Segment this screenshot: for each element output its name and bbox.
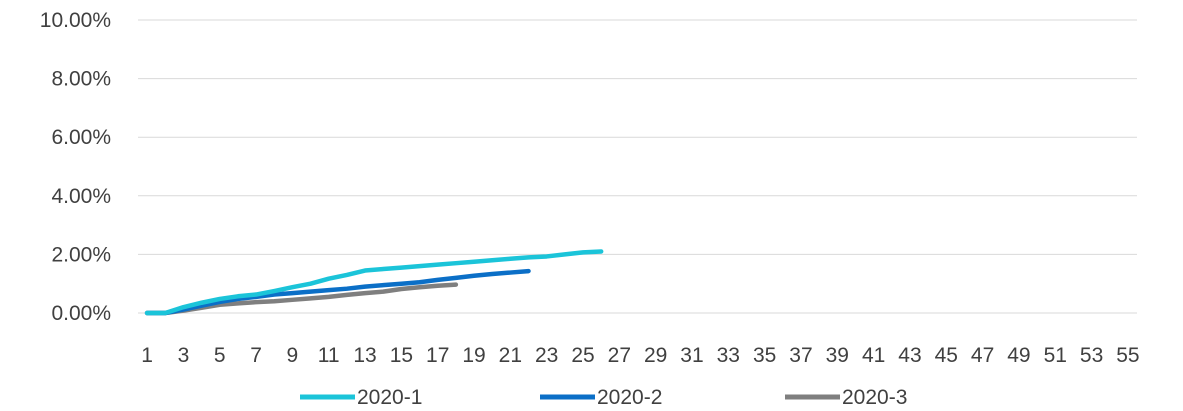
x-tick-label: 41 [862,344,885,367]
legend-label: 2020-2 [597,386,662,409]
x-tick-label: 55 [1116,344,1139,367]
x-tick-label: 23 [535,344,558,367]
x-tick-label: 53 [1080,344,1103,367]
gridlines [138,19,1137,314]
x-tick-label: 7 [250,344,262,367]
legend-label: 2020-3 [842,386,907,409]
y-tick-label: 0.00% [51,302,111,325]
x-tick-label: 3 [178,344,190,367]
x-tick-label: 17 [426,344,449,367]
y-tick-label: 10.00% [40,9,111,32]
x-tick-label: 21 [499,344,522,367]
x-tick-label: 25 [571,344,594,367]
x-tick-label: 9 [287,344,299,367]
legend-item-2020-3: 2020-3 [785,386,907,409]
y-tick-label: 2.00% [51,243,111,266]
series-lines [144,249,604,316]
x-tick-label: 51 [1044,344,1067,367]
y-tick-label: 6.00% [51,126,111,149]
x-tick-label: 33 [717,344,740,367]
legend: 2020-1 2020-2 2020-3 [300,386,907,409]
y-tick-label: 4.00% [51,185,111,208]
x-tick-label: 27 [608,344,631,367]
x-tick-label: 5 [214,344,226,367]
x-tick-label: 47 [971,344,994,367]
x-tick-label: 31 [680,344,703,367]
y-axis-tick-labels: 0.00% 2.00% 4.00% 6.00% 8.00% 10.00% [40,9,111,325]
x-tick-label: 35 [753,344,776,367]
x-tick-label: 19 [462,344,485,367]
series-line-2020-1 [144,249,604,316]
x-tick-label: 15 [390,344,413,367]
x-tick-label: 45 [935,344,958,367]
x-tick-label: 37 [789,344,812,367]
legend-item-2020-2: 2020-2 [540,386,662,409]
x-tick-label: 49 [1007,344,1030,367]
y-tick-label: 8.00% [51,68,111,91]
x-tick-label: 39 [826,344,849,367]
legend-label: 2020-1 [357,386,422,409]
series-line-2020-2 [144,268,531,316]
x-tick-label: 13 [353,344,376,367]
x-tick-label: 11 [318,344,340,367]
x-axis-tick-labels: 1 3 5 7 9 11 13 15 17 19 21 23 25 27 29 31 33 35 37 39 41 43 4… [141,344,1139,367]
legend-item-2020-1: 2020-1 [300,386,422,409]
x-tick-label: 43 [898,344,921,367]
x-tick-label: 1 [141,344,153,367]
x-tick-label: 29 [644,344,667,367]
